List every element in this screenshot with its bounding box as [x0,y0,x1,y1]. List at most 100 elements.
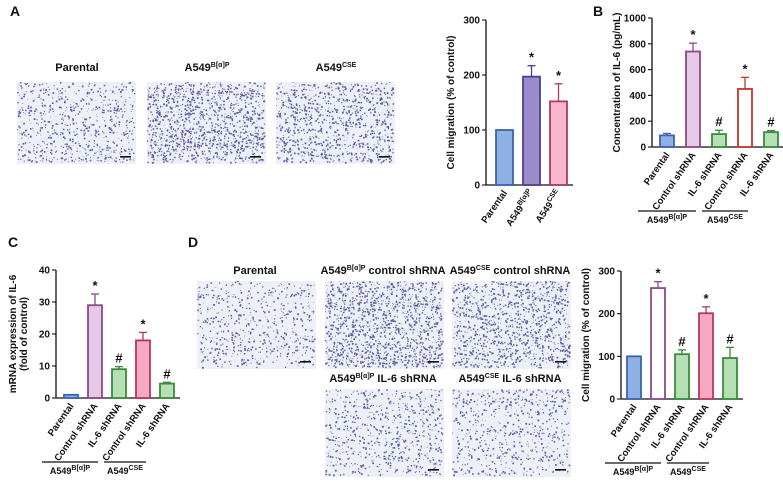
panel-label-a: A [10,3,20,19]
panel-d-micrograph-2-cells [452,281,571,369]
chart-d-ytick-label-0: 0 [609,395,615,406]
chart-c-ytick-label-2: 20 [39,330,51,341]
chart-d-ylabel: Cell migration (% of control) [581,268,592,402]
chart-d-group-label-0-sup: B[α]P [634,466,653,473]
panel-a-micrograph-1-scale-bar [250,156,261,158]
panel-d-image-title-1-suffix: control shRNA [365,265,445,277]
panel-a-micrograph-0-cells [17,82,136,163]
chart-c-ytick-label-3: 30 [39,298,51,309]
panel-d-micrograph-1-cells [325,281,444,369]
chart-d-sig-mark-1: * [655,266,661,281]
chart-c-sig-mark-1: * [92,278,98,293]
panel-d-image-title-2: A549CSE control shRNA [450,265,571,277]
panel-d-micrograph-3 [325,389,444,477]
chart-d-sig-mark-3: * [703,291,709,306]
panel-d-image-title-4-suffix: IL-6 shRNA [499,373,561,385]
chart-c-ytick-label-0: 0 [44,394,50,405]
panel-d-micrograph-0 [197,281,316,369]
chart-d-bar-2 [674,353,690,400]
panel-d-image-title-3: A549B[α]P IL-6 shRNA [329,373,436,385]
chart-d-bar-1 [650,287,666,400]
chart-b-bar-2 [711,133,727,148]
chart-b-ylabel: Concentration of IL-6 (pg/mL) [612,13,623,153]
panel-a-image-title-1-base: A549 [185,62,211,74]
chart-c-group-label-1: A549CSE [107,465,143,476]
chart-b-group-label-0: A549B[α]P [647,214,688,225]
panel-d-image-title-1-sup: B[α]P [347,265,366,272]
panel-d-image-title-3-sup: B[α]P [356,373,375,380]
chart-d-ytick-label-2: 200 [598,309,615,320]
panel-label-c: C [8,234,18,250]
chart-c-group-label-0-sup: B[α]P [71,465,90,472]
panel-d-image-title-0-base: Parental [233,265,276,277]
panel-d-micrograph-0-scale-bar [300,361,311,363]
chart-a-category-2-base: A549 [534,200,556,225]
chart-a-category-1-base: A549 [504,204,526,229]
panel-d-image-title-2-base: A549 [450,265,476,277]
chart-b-ytick-label-3: 600 [629,65,646,76]
panel-d-micrograph-3-cells [325,389,444,477]
panel-a-micrograph-1 [147,82,266,164]
chart-d-bar-0 [626,355,642,400]
chart-a-category-1-sup: B[α]P [516,188,533,208]
chart-a-category-2: A549CSE [533,188,564,226]
chart-b-bar-3 [737,88,753,148]
chart-d-ytick-label-1: 100 [598,352,615,363]
chart-b-sig-mark-3: * [742,61,748,76]
panel-label-d: D [188,234,198,250]
chart-c-group-label-0-base: A549 [50,466,72,476]
chart-c-ytick-label-1: 10 [39,362,51,373]
panel-a-micrograph-2-cells [276,82,395,164]
panel-a-image-title-2-sup: CSE [342,62,357,69]
chart-b-ytick-label-4: 800 [629,39,646,50]
panel-d-micrograph-0-cells [197,281,316,369]
chart-d-group-label-0: A549B[α]P [613,466,654,477]
chart-c-bar-1 [87,304,103,399]
chart-a-sig-mark-1: * [529,50,535,65]
chart-b-group-label-1: A549CSE [707,214,743,225]
chart-c-sig-mark-2: # [115,351,123,366]
chart-b-bar-0 [659,134,675,148]
chart-b-bar-4 [763,131,779,148]
chart-c: 0 10 20 30 40 mRNA expression of IL-6 (fold of… [8,266,180,476]
panel-d-image-title-3-suffix: IL-6 shRNA [374,373,436,385]
chart-a-bar-1 [522,75,541,186]
panel-a-micrograph-2-scale-bar [379,156,390,158]
panel-a-image-title-2-base: A549 [316,62,342,74]
chart-c-group-label-1-sup: CSE [129,465,144,472]
chart-d-bar-3 [698,312,714,400]
chart-a-bar-2 [549,100,568,186]
chart-a-ytick-label-3: 300 [463,16,480,27]
chart-c-bar-0 [63,393,79,399]
chart-c-ytick-label-4: 40 [39,266,51,277]
chart-a-sig-mark-2: * [556,68,562,83]
chart-a-ytick-label-2: 200 [463,71,480,82]
chart-a-category-2-sup: CSE [546,188,560,204]
panel-a-micrograph-0 [17,82,136,164]
panel-a-micrograph-2 [276,82,395,164]
chart-c-sig-mark-3: * [140,316,146,331]
panel-a-image-title-2: A549CSE [316,62,357,74]
panel-d-micrograph-2-scale-bar [555,361,566,363]
chart-c-ylabel: mRNA expression of IL-6 [8,274,19,393]
chart-d-bar-4 [722,357,738,400]
chart-d-group-label-1-sup: CSE [692,466,707,473]
chart-a-ytick-label-0: 0 [474,181,480,192]
chart-b-group-label-1-base: A549 [707,215,729,225]
panel-d-image-title-2-sup: CSE [476,265,491,272]
panel-d-micrograph-4-scale-bar [555,469,566,471]
chart-b-ytick-label-0: 0 [640,143,646,154]
panel-a-image-title-1-sup: B[α]P [211,62,230,69]
chart-a-ytick-label-1: 100 [463,126,480,137]
panel-d-image-title-4: A549CSE IL-6 shRNA [458,373,561,385]
chart-c-bar-2 [111,368,127,399]
chart-c-ylabel-2: (fold of control) [19,297,30,371]
chart-a-bar-0 [495,129,514,186]
chart-d-group-label-0-base: A549 [613,467,635,477]
panel-a-image-title-1: A549B[α]P [185,62,230,74]
chart-d-ytick-label-3: 300 [598,267,615,278]
chart-d-group-label-1: A549CSE [670,466,706,477]
chart-c-group-label-1-base: A549 [107,466,129,476]
